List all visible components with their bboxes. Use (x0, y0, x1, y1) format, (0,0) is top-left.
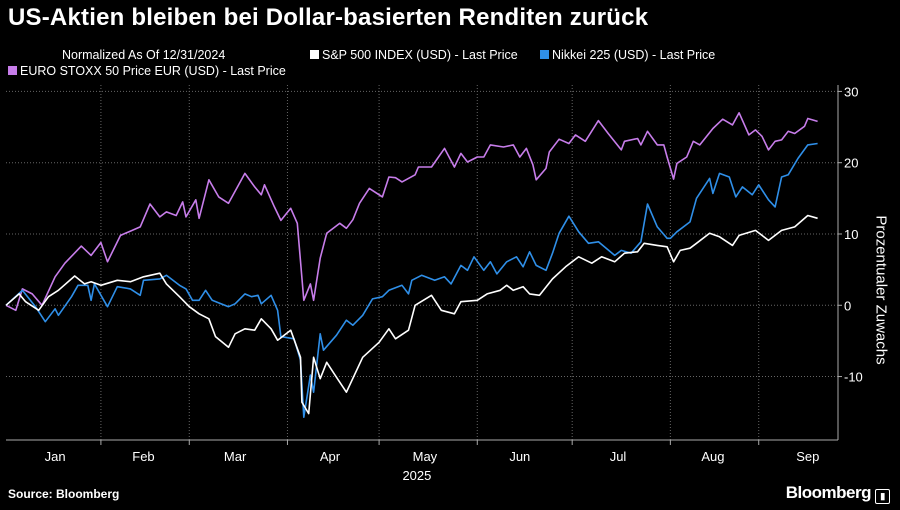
y-tick-label: -10 (844, 370, 863, 385)
legend-label-nikkei: Nikkei 225 (USD) - Last Price (552, 48, 716, 62)
x-tick-label: Mar (224, 449, 247, 464)
legend-label-sp500: S&P 500 INDEX (USD) - Last Price (322, 48, 518, 62)
x-tick-label: Apr (320, 449, 341, 464)
x-tick-label: Aug (701, 449, 724, 464)
legend-item-sp500: S&P 500 INDEX (USD) - Last Price (310, 48, 518, 62)
chart-icon: ▮ (875, 489, 890, 504)
legend-subtitle: Normalized As Of 12/31/2024 (62, 48, 226, 62)
y-tick-label: 0 (844, 298, 851, 313)
legend-item-eurostoxx: EURO STOXX 50 Price EUR (USD) - Last Pri… (8, 64, 286, 78)
source-note: Source: Bloomberg (8, 487, 120, 501)
x-tick-label: Sep (796, 449, 819, 464)
series-line-eurostoxx (5, 112, 818, 312)
legend-item-nikkei: Nikkei 225 (USD) - Last Price (540, 48, 715, 62)
series-line-sp500 (5, 214, 818, 415)
x-tick-label: Jun (509, 449, 530, 464)
legend-swatch-nikkei (540, 50, 549, 59)
x-tick-label: Feb (132, 449, 154, 464)
x-tick-label: Jul (610, 449, 627, 464)
x-axis-label: 2025 (402, 468, 431, 483)
y-axis-label: Prozentualer Zuwachs (872, 215, 890, 365)
chart-title: US-Aktien bleiben bei Dollar-basierten R… (8, 4, 649, 31)
x-tick-label: Jan (45, 449, 66, 464)
legend-label-eurostoxx: EURO STOXX 50 Price EUR (USD) - Last Pri… (20, 64, 286, 78)
y-tick-label: 10 (844, 227, 858, 242)
bloomberg-logo: Bloomberg ▮ (786, 483, 890, 504)
y-tick-label: 30 (844, 84, 858, 99)
series-line-nikkei (5, 142, 818, 418)
y-tick-label: 20 (844, 156, 858, 171)
legend-swatch-sp500 (310, 50, 319, 59)
logo-text: Bloomberg (785, 483, 872, 502)
legend-swatch-eurostoxx (8, 66, 17, 75)
x-tick-label: May (413, 449, 438, 464)
